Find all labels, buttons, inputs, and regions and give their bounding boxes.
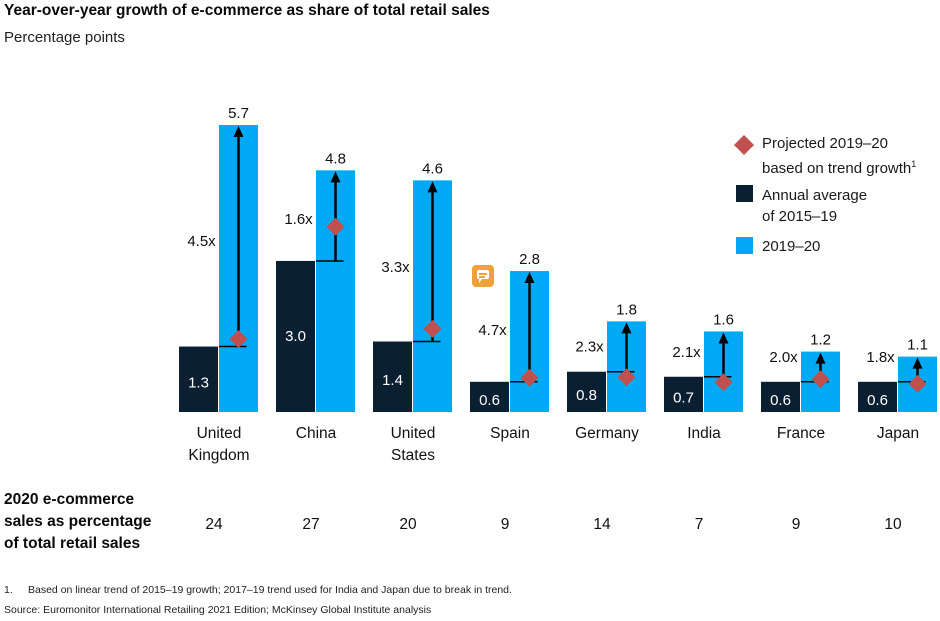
row-label-line1: 2020 e-commerce — [4, 491, 135, 508]
projected-marker-1 — [326, 217, 345, 236]
label-current-1: 4.8 — [325, 150, 346, 167]
multiplier-label-1: 1.6x — [284, 211, 313, 228]
category-label-7-0: Japan — [877, 425, 919, 442]
ecommerce-share-6: 9 — [792, 516, 801, 533]
label-current-0: 5.7 — [228, 105, 249, 122]
legend-projected-swatch — [734, 135, 754, 155]
ecommerce-share-7: 10 — [884, 516, 902, 533]
legend-projected-line2: based on trend growth — [762, 160, 912, 177]
arrow-head-3 — [524, 272, 535, 284]
projected-marker-6 — [811, 370, 830, 389]
arrow-head-5 — [718, 332, 729, 344]
category-label-0-0: United — [197, 425, 242, 442]
legend-annual-swatch — [736, 185, 753, 202]
arrow-head-2 — [427, 181, 438, 193]
label-current-6: 1.2 — [810, 332, 831, 349]
category-label-5-0: India — [687, 425, 721, 442]
multiplier-label-3: 4.7x — [478, 322, 507, 339]
footnote-number: 1. — [4, 584, 13, 596]
projected-marker-2 — [423, 319, 442, 338]
bar-annual-3 — [470, 381, 509, 412]
footnote-text: Based on linear trend of 2015–19 growth;… — [28, 584, 512, 596]
arrow-head-4 — [621, 322, 632, 334]
label-current-2: 4.6 — [422, 160, 443, 177]
label-annual-3: 0.6 — [479, 392, 500, 409]
projected-marker-7 — [908, 374, 927, 393]
bar-annual-1 — [276, 260, 315, 412]
category-label-2-1: States — [391, 447, 435, 464]
label-current-7: 1.1 — [907, 337, 928, 354]
arrow-head-1 — [330, 171, 341, 183]
ecommerce-share-2: 20 — [399, 516, 417, 533]
legend-current-label: 2019–20 — [762, 238, 821, 255]
bar-annual-2 — [373, 341, 412, 412]
source-note: Source: Euromonitor International Retail… — [4, 604, 432, 616]
comment-icon[interactable] — [472, 265, 494, 287]
chart-title: Year-over-year growth of e-commerce as s… — [4, 2, 490, 19]
legend-annual-line1: Annual average — [762, 187, 868, 204]
label-annual-2: 1.4 — [382, 372, 403, 389]
label-annual-6: 0.6 — [770, 392, 791, 409]
chart-subtitle: Percentage points — [4, 29, 125, 46]
ecommerce-share-3: 9 — [501, 516, 510, 533]
legend-projected-label: Projected 2019–20 based on trend growth1 — [762, 133, 916, 179]
arrow-head-7 — [912, 357, 923, 369]
label-annual-1: 3.0 — [285, 328, 306, 345]
projected-marker-5 — [714, 373, 733, 392]
multiplier-label-0: 4.5x — [187, 233, 216, 250]
bar-annual-7 — [858, 381, 897, 412]
ecommerce-share-5: 7 — [695, 516, 704, 533]
multiplier-label-6: 2.0x — [769, 349, 798, 366]
legend-annual-label: Annual average of 2015–19 — [762, 185, 867, 227]
row-label-line3: of total retail sales — [4, 535, 141, 552]
multiplier-label-5: 2.1x — [672, 344, 701, 361]
label-current-5: 1.6 — [713, 311, 734, 328]
legend-projected-line1: Projected 2019–20 — [762, 135, 888, 152]
arrow-head-6 — [815, 352, 826, 364]
label-current-3: 2.8 — [519, 251, 540, 268]
bar-annual-6 — [761, 381, 800, 412]
category-label-1-0: China — [296, 425, 337, 442]
projected-marker-3 — [520, 368, 539, 387]
label-annual-0: 1.3 — [188, 374, 209, 391]
footnote: 1. Based on linear trend of 2015–19 growt… — [4, 584, 512, 596]
label-annual-7: 0.6 — [867, 392, 888, 409]
multiplier-label-4: 2.3x — [575, 339, 604, 356]
projected-marker-0 — [229, 329, 248, 348]
legend-projected-sup: 1 — [911, 159, 917, 169]
ecommerce-share-0: 24 — [205, 516, 223, 533]
ecommerce-share-4: 14 — [593, 516, 611, 533]
category-label-6-0: France — [777, 425, 825, 442]
label-annual-5: 0.7 — [673, 389, 694, 406]
category-label-3-0: Spain — [490, 425, 530, 442]
arrow-head-0 — [233, 126, 244, 137]
row-label-line2: sales as percentage — [4, 513, 152, 530]
legend-annual-line2: of 2015–19 — [762, 208, 838, 225]
label-annual-4: 0.8 — [576, 387, 597, 404]
bar-annual-4 — [567, 371, 606, 412]
category-label-0-1: Kingdom — [188, 447, 249, 464]
category-label-4-0: Germany — [575, 425, 639, 442]
ecommerce-share-1: 27 — [302, 516, 319, 533]
legend-current-swatch — [736, 237, 753, 254]
multiplier-label-7: 1.8x — [866, 349, 895, 366]
multiplier-label-2: 3.3x — [381, 259, 410, 276]
label-current-4: 1.8 — [616, 301, 637, 318]
projected-marker-4 — [617, 368, 636, 387]
bar-annual-0 — [179, 346, 218, 412]
bar-annual-5 — [664, 376, 703, 412]
row-label-ecommerce-share: 2020 e-commerce sales as percentage of t… — [4, 489, 174, 555]
category-label-2-0: United — [391, 425, 436, 442]
